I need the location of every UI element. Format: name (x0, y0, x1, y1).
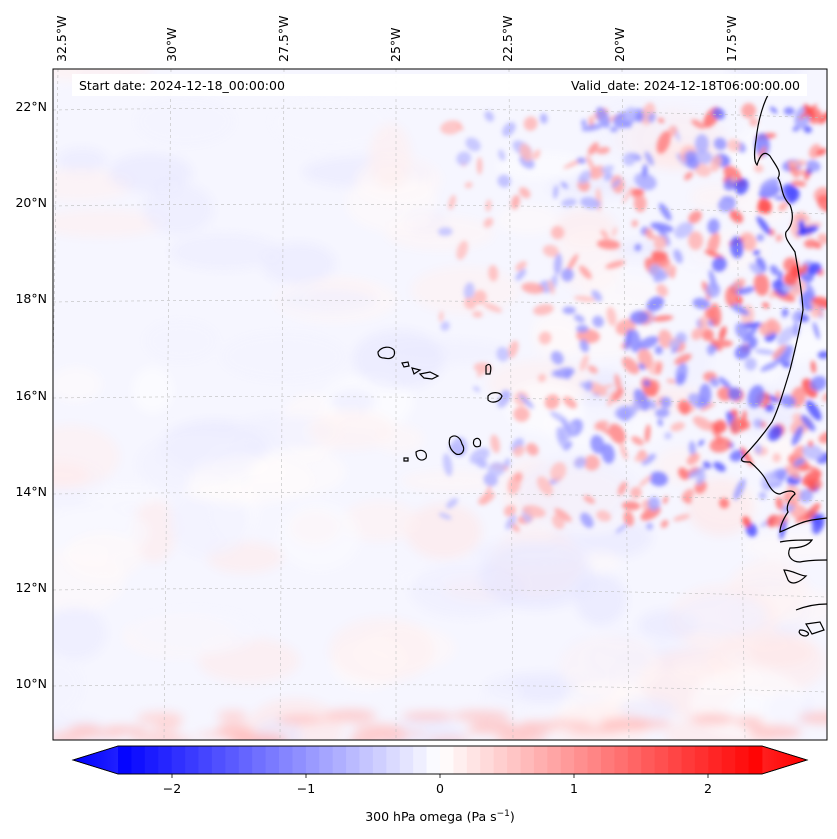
colorbar-tick-label: −2 (163, 781, 181, 796)
colorbar-tick-label: 0 (436, 781, 444, 796)
lon-label: 17.5°W (724, 16, 739, 62)
colorbar-bands (118, 746, 763, 774)
colorbar-label: 300 hPa omega (Pa s−1) (365, 809, 515, 824)
lon-label: 30°W (164, 27, 179, 62)
lat-label: 12°N (15, 580, 47, 595)
lon-label: 27.5°W (276, 16, 291, 62)
colorbar-tick-label: 1 (570, 781, 578, 796)
lat-label: 16°N (15, 388, 47, 403)
info-banner: Start date: 2024-12-18_00:00:00 Valid_da… (72, 74, 807, 96)
start-date-text: Start date: 2024-12-18_00:00:00 (79, 78, 285, 93)
map-frame (52, 68, 828, 741)
map-gridlines (53, 69, 827, 740)
lon-label: 32.5°W (54, 16, 69, 62)
lon-label: 20°W (612, 27, 627, 62)
lat-label: 10°N (15, 676, 47, 691)
colorbar: −2 −1 0 1 2 300 hPa omega (Pa s−1) (71, 745, 809, 824)
lat-label: 14°N (15, 484, 47, 499)
lon-label: 25°W (388, 27, 403, 62)
lat-label: 22°N (15, 99, 47, 114)
colorbar-tick-label: −1 (297, 781, 315, 796)
coastline (740, 89, 827, 637)
lat-label: 18°N (15, 291, 47, 306)
longitude-labels: 32.5°W 30°W 27.5°W 25°W 22.5°W 20°W 17.5… (54, 16, 739, 62)
valid-date-text: Valid_date: 2024-12-18T06:00:00.00 (571, 78, 800, 93)
lat-label: 20°N (15, 195, 47, 210)
cape-verde-islands (377, 346, 503, 462)
omega-field (53, 69, 827, 740)
colorbar-tick-label: 2 (704, 781, 712, 796)
latitude-labels: 22°N 20°N 18°N 16°N 14°N 12°N 10°N (15, 99, 47, 691)
lon-label: 22.5°W (500, 16, 515, 62)
